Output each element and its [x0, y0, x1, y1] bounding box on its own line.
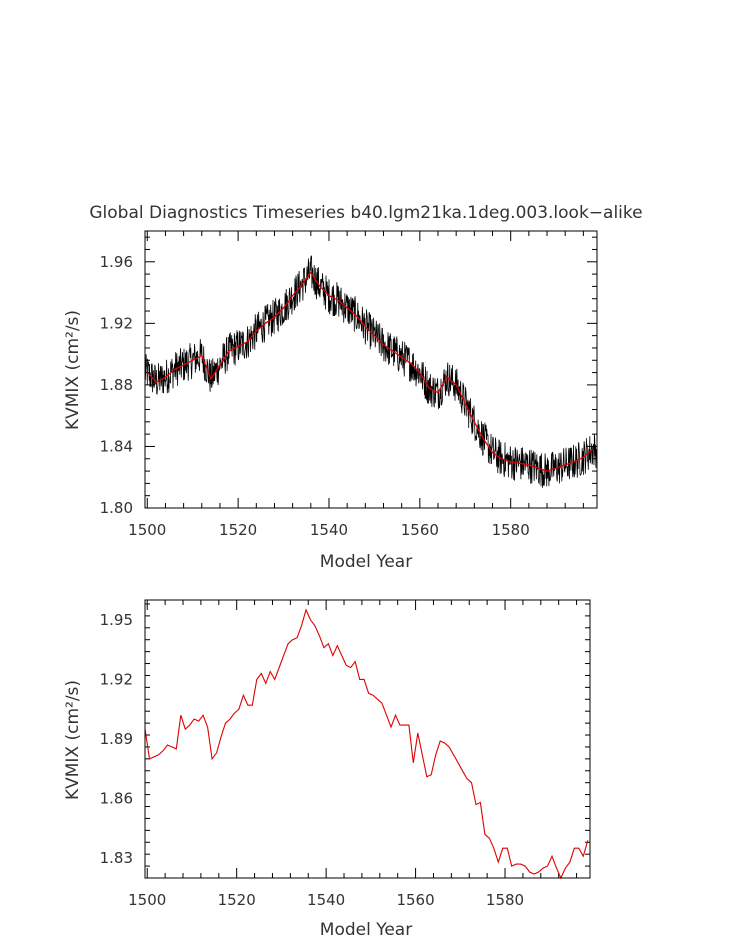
top-x-axis-label: Model Year — [320, 552, 412, 572]
bottom-y-tick-label: 1.95 — [100, 611, 133, 629]
top-panel: Global Diagnostics Timeseries b40.lgm21k… — [63, 203, 643, 572]
top-y-tick-label: 1.96 — [100, 253, 133, 271]
bottom-y-tick-label: 1.89 — [100, 730, 133, 748]
top-y-tick-label: 1.80 — [100, 499, 133, 517]
top-y-tick-label: 1.84 — [100, 437, 133, 455]
bottom-x-tick-label: 1540 — [307, 891, 345, 909]
bottom-x-axis-label: Model Year — [320, 920, 412, 940]
top-x-tick-label: 1560 — [401, 521, 439, 539]
bottom-x-tick-label: 1500 — [128, 891, 166, 909]
top-chart-title: Global Diagnostics Timeseries b40.lgm21k… — [89, 203, 642, 223]
bottom-y-tick-label: 1.92 — [100, 670, 133, 688]
monthly-series-line — [144, 255, 597, 488]
bottom-plot-frame — [144, 599, 591, 879]
top-y-tick-label: 1.88 — [100, 376, 133, 394]
bottom-panel: 1500 1520 1540 1560 1580 1.83 1.86 1.89 1.92 1.95… — [63, 599, 591, 940]
top-tick-labels: 1500 1520 1540 1560 1580 1.80 1.84 1.88 1.92 1.96 — [100, 253, 530, 539]
annual-mean-series-line — [144, 608, 589, 880]
bottom-tick-labels: 1500 1520 1540 1560 1580 1.83 1.86 1.89 1.92 1.95 — [100, 611, 525, 909]
top-plot-frame — [144, 230, 598, 509]
bottom-x-tick-label: 1580 — [486, 891, 524, 909]
top-y-axis-label: KVMIX (cm²/s) — [63, 310, 83, 430]
bottom-data — [144, 608, 589, 880]
bottom-y-tick-label: 1.83 — [100, 849, 133, 867]
bottom-x-tick-label: 1520 — [218, 891, 256, 909]
bottom-x-tick-label: 1560 — [396, 891, 434, 909]
top-y-tick-label: 1.92 — [100, 314, 133, 332]
bottom-y-tick-label: 1.86 — [100, 790, 133, 808]
top-x-tick-label: 1580 — [492, 521, 530, 539]
bottom-y-axis-label: KVMIX (cm²/s) — [63, 680, 83, 800]
annual-mean-series-line — [146, 271, 593, 472]
top-x-tick-label: 1520 — [219, 521, 257, 539]
top-x-tick-label: 1500 — [128, 521, 166, 539]
top-x-tick-label: 1540 — [310, 521, 348, 539]
bottom-ticks — [145, 600, 590, 879]
top-data — [144, 255, 597, 488]
